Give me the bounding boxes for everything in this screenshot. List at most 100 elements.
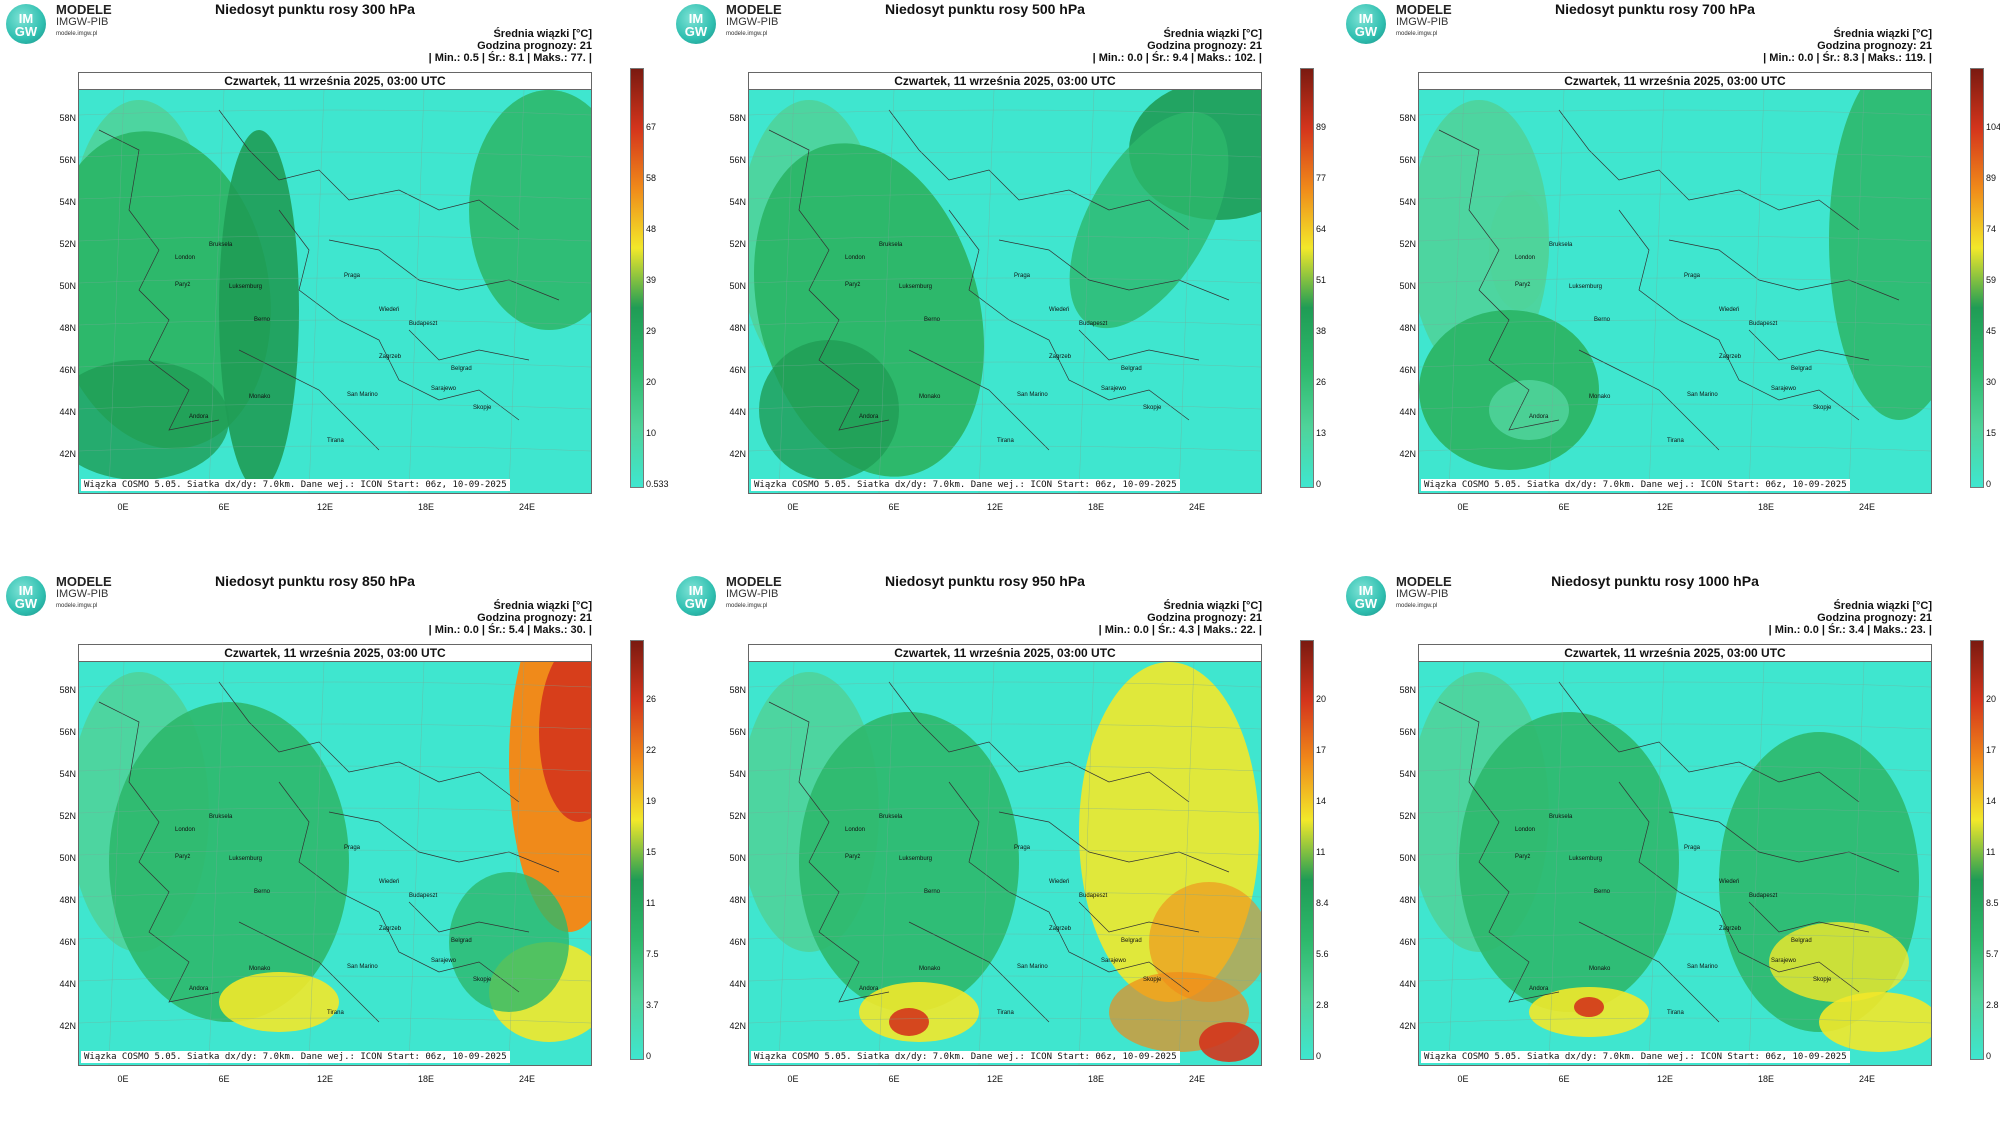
field-region [219, 130, 299, 490]
border-line [749, 319, 1261, 326]
panel-title: Niedosyt punktu rosy 950 hPa [885, 573, 1085, 589]
city-label: Monako [1589, 966, 1611, 972]
colorbar-tick: 20 [1316, 694, 1327, 704]
border-line [1178, 662, 1195, 1065]
imgw-logo-icon [1346, 576, 1386, 616]
colorbar-tick: 8.5 [1986, 898, 1999, 908]
city-label: Praga [1014, 845, 1031, 851]
lat-label: 50N [1399, 281, 1416, 291]
lon-label: 6E [218, 502, 230, 512]
colorbar-tick: 7.5 [646, 949, 659, 959]
map-area[interactable]: Wiązka COSMO 5.05. Siatka dx/dy: 7.0km. … [1419, 90, 1931, 493]
lat-label: 46N [59, 365, 76, 375]
border-line [1848, 90, 1865, 493]
field-region [449, 872, 569, 1012]
border-line [1548, 90, 1565, 493]
border-line [308, 90, 325, 493]
colorbar-tick: 11 [1986, 847, 1996, 857]
border-line [749, 933, 1261, 940]
lon-label: 24E [1858, 1074, 1875, 1084]
border-line [768, 129, 890, 431]
map-area[interactable]: Wiązka COSMO 5.05. Siatka dx/dy: 7.0km. … [1419, 662, 1931, 1065]
colorbar [1300, 640, 1314, 1060]
border-line [328, 239, 560, 301]
colorbar-tick: 77 [1316, 173, 1327, 183]
border-line [749, 1017, 1261, 1024]
lat-label: 56N [1399, 727, 1416, 737]
city-label: Berno [1594, 889, 1611, 895]
lon-label: 24E [1858, 502, 1875, 512]
lon-label: 6E [888, 502, 900, 512]
map-area[interactable]: Wiązka COSMO 5.05. Siatka dx/dy: 7.0km. … [749, 90, 1261, 493]
city-label: San Marino [347, 964, 378, 970]
city-label: Sarajewo [1101, 386, 1127, 392]
imgw-logo-icon [6, 576, 46, 616]
brand-line3: modele.imgw.pl [56, 31, 98, 37]
border-line [1668, 239, 1900, 301]
border-line [1578, 349, 1720, 451]
city-label: London [1515, 827, 1536, 833]
lat-label: 48N [59, 895, 76, 905]
forecast-hour: Godzina prognozy: 21 [1817, 40, 1932, 52]
brand-line1: MODELE [726, 2, 782, 17]
field-region [1489, 190, 1549, 310]
forecast-panel-500: IM GW MODELE IMGW-PIB modele.imgw.pl Nie… [670, 0, 1330, 545]
city-label: Sarajewo [1771, 958, 1797, 964]
lat-label: 50N [1399, 853, 1416, 863]
valid-date: Czwartek, 11 września 2025, 03:00 UTC [1419, 645, 1931, 662]
city-label: Berno [254, 317, 271, 323]
city-label: Paryż [1515, 854, 1531, 860]
colorbar-tick: 17 [1986, 745, 1997, 755]
border-line [1078, 901, 1200, 933]
colorbar-tick: 89 [1986, 173, 1997, 183]
map-area[interactable]: Wiązka COSMO 5.05. Siatka dx/dy: 7.0km. … [79, 662, 591, 1065]
city-label: Paryż [845, 282, 861, 288]
city-label: Bruksela [209, 242, 233, 248]
colorbar [630, 640, 644, 1060]
lat-label: 50N [59, 281, 76, 291]
border-line [1419, 235, 1931, 242]
city-label: Budapeszt [1079, 321, 1108, 327]
valid-date: Czwartek, 11 września 2025, 03:00 UTC [749, 645, 1261, 662]
border-line [1648, 90, 1665, 493]
border-line [749, 765, 1261, 772]
map-area[interactable]: Wiązka COSMO 5.05. Siatka dx/dy: 7.0km. … [79, 90, 591, 493]
lon-label: 6E [888, 1074, 900, 1084]
city-label: Andora [1529, 986, 1549, 992]
city-label: Praga [344, 845, 361, 851]
panel-title: Niedosyt punktu rosy 700 hPa [1555, 1, 1755, 17]
lon-label: 12E [986, 502, 1003, 512]
imgw-logo-icon [676, 4, 716, 44]
border-line [308, 662, 325, 1065]
city-label: Zagrzeb [1719, 926, 1742, 932]
colorbar-tick: 39 [646, 275, 657, 285]
lat-label: 56N [729, 155, 746, 165]
border-line [1419, 277, 1931, 284]
panel-title: Niedosyt punktu rosy 1000 hPa [1551, 573, 1759, 589]
border-line [749, 361, 1261, 368]
border-line [1748, 329, 1870, 361]
colorbar-tick: 15 [646, 847, 657, 857]
brand-block: MODELE IMGW-PIB modele.imgw.pl [56, 3, 112, 40]
city-label: Andora [859, 414, 879, 420]
border-line [108, 662, 125, 1065]
panel-title: Niedosyt punktu rosy 500 hPa [885, 1, 1085, 17]
logo-text: IM GW [684, 11, 708, 39]
city-label: Bruksela [879, 814, 903, 820]
border-line [218, 681, 520, 803]
field-map [1419, 90, 1931, 493]
city-label: Praga [1684, 273, 1701, 279]
lon-label: 0E [787, 1074, 799, 1084]
colorbar-tick: 2.8 [1316, 1000, 1329, 1010]
border-line [1438, 129, 1560, 431]
colorbar-tick: 26 [646, 694, 657, 704]
forecast-panel-300: IM GW MODELE IMGW-PIB modele.imgw.pl Nie… [0, 0, 669, 545]
border-line [79, 723, 591, 730]
field-map [749, 90, 1261, 493]
stat-label: Średnia wiązki [°C] [493, 28, 592, 40]
map-area[interactable]: Wiązka COSMO 5.05. Siatka dx/dy: 7.0km. … [749, 662, 1261, 1065]
border-line [908, 921, 1050, 1023]
city-label: Bruksela [1549, 242, 1573, 248]
lon-label: 0E [117, 502, 129, 512]
brand-line2: IMGW-PIB [1396, 588, 1449, 600]
